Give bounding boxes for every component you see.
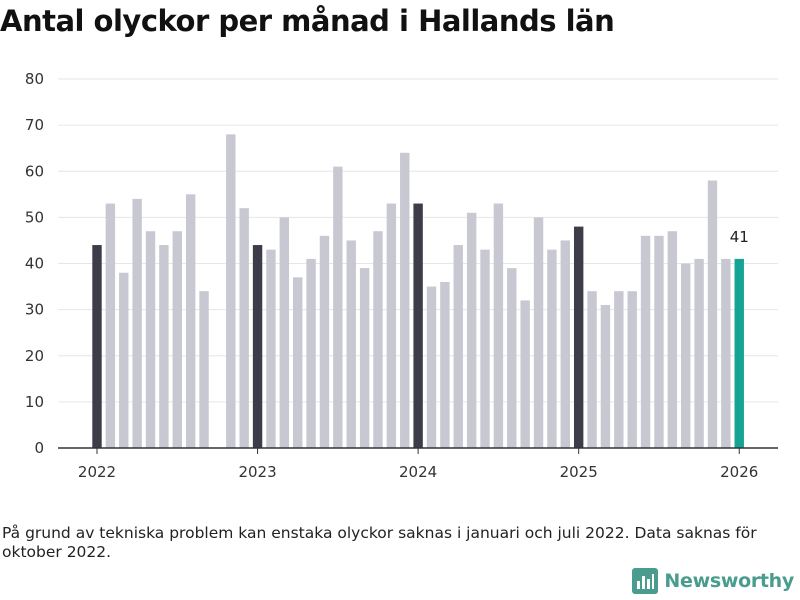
bar-2022-09 bbox=[199, 291, 209, 448]
bars bbox=[92, 134, 744, 449]
bar-2023-04 bbox=[293, 277, 303, 448]
bar-2022-01 bbox=[92, 245, 102, 448]
data-labels: 41 bbox=[730, 228, 749, 246]
bar-2024-12 bbox=[560, 240, 570, 448]
bar-2022-07 bbox=[172, 231, 182, 448]
y-tick-label: 80 bbox=[25, 70, 44, 88]
bar-2025-08 bbox=[667, 231, 678, 448]
bar-2025-12 bbox=[721, 258, 731, 448]
y-tick-label: 0 bbox=[34, 439, 44, 457]
bar-2023-10 bbox=[373, 231, 383, 448]
x-tick-label: 2026 bbox=[720, 463, 758, 481]
y-tick-label: 40 bbox=[25, 255, 44, 273]
bar-2024-02 bbox=[426, 286, 437, 448]
bar-2024-06 bbox=[480, 249, 490, 448]
x-tick-label: 2024 bbox=[399, 463, 437, 481]
bar-2025-11 bbox=[707, 180, 718, 448]
y-tick-label: 30 bbox=[25, 301, 44, 319]
bar-2025-07 bbox=[654, 235, 664, 448]
bar-2022-08 bbox=[185, 194, 196, 448]
bar-2024-07 bbox=[493, 203, 504, 448]
y-tick-label: 10 bbox=[25, 393, 44, 411]
bar-2024-11 bbox=[547, 249, 557, 448]
bar-2024-10 bbox=[533, 217, 544, 449]
bar-2023-03 bbox=[279, 217, 290, 449]
bar-2024-04 bbox=[453, 245, 463, 448]
chart-title: Antal olyckor per månad i Hallands län bbox=[0, 4, 615, 38]
bar-2022-02 bbox=[105, 203, 116, 448]
y-tick-label: 60 bbox=[25, 162, 44, 180]
brand-logo[interactable]: Newsworthy bbox=[632, 568, 794, 594]
y-axis-ticks: 0 10 20 30 40 50 60 70 80 bbox=[25, 70, 44, 457]
x-tick-label: 2022 bbox=[78, 463, 116, 481]
bar-2023-02 bbox=[266, 249, 276, 448]
bar-2024-03 bbox=[440, 281, 450, 448]
bar-2022-04 bbox=[132, 198, 142, 448]
y-tick-label: 20 bbox=[25, 347, 44, 365]
bar-2024-05 bbox=[466, 212, 477, 448]
bar-2023-05 bbox=[306, 258, 316, 448]
bar-2025-04 bbox=[614, 291, 624, 448]
bar-2025-02 bbox=[587, 291, 597, 448]
bar-2022-11 bbox=[226, 134, 236, 448]
y-tick-label: 70 bbox=[25, 116, 44, 134]
bar-2022-06 bbox=[159, 245, 169, 448]
bar-2022-03 bbox=[119, 272, 129, 448]
bar-2025-01 bbox=[573, 226, 584, 448]
bar-2023-07 bbox=[333, 166, 343, 448]
bar-2025-06 bbox=[640, 235, 651, 448]
newsworthy-logo-icon bbox=[632, 568, 659, 594]
y-tick-label: 50 bbox=[25, 208, 44, 226]
x-tick-label: 2023 bbox=[238, 463, 276, 481]
bar-2024-01 bbox=[413, 203, 423, 448]
latest-value-label: 41 bbox=[730, 228, 749, 246]
bar-2025-09 bbox=[681, 263, 691, 448]
bar-2025-03 bbox=[600, 305, 611, 448]
bar-2025-05 bbox=[627, 291, 637, 448]
brand-name: Newsworthy bbox=[664, 570, 794, 592]
bar-2024-08 bbox=[507, 268, 517, 448]
bar-2023-11 bbox=[386, 203, 397, 448]
bar-2022-12 bbox=[239, 208, 249, 448]
bar-2023-01 bbox=[252, 245, 263, 448]
bar-2023-09 bbox=[359, 268, 370, 448]
bar-2023-12 bbox=[400, 152, 410, 449]
bar-chart: 0 10 20 30 40 50 60 70 80 2022 2023 2024 2025 2026 4… bbox=[25, 70, 778, 481]
bar-2025-10 bbox=[694, 258, 704, 448]
bar-2026-01 bbox=[734, 258, 744, 448]
bar-2023-06 bbox=[319, 235, 330, 448]
bar-2023-08 bbox=[346, 240, 356, 448]
bar-2022-05 bbox=[145, 231, 156, 448]
bar-2024-09 bbox=[520, 300, 530, 448]
x-tick-label: 2025 bbox=[560, 463, 598, 481]
footnote: På grund av tekniska problem kan enstaka… bbox=[2, 524, 757, 561]
x-axis: 2022 2023 2024 2025 2026 bbox=[58, 447, 778, 481]
